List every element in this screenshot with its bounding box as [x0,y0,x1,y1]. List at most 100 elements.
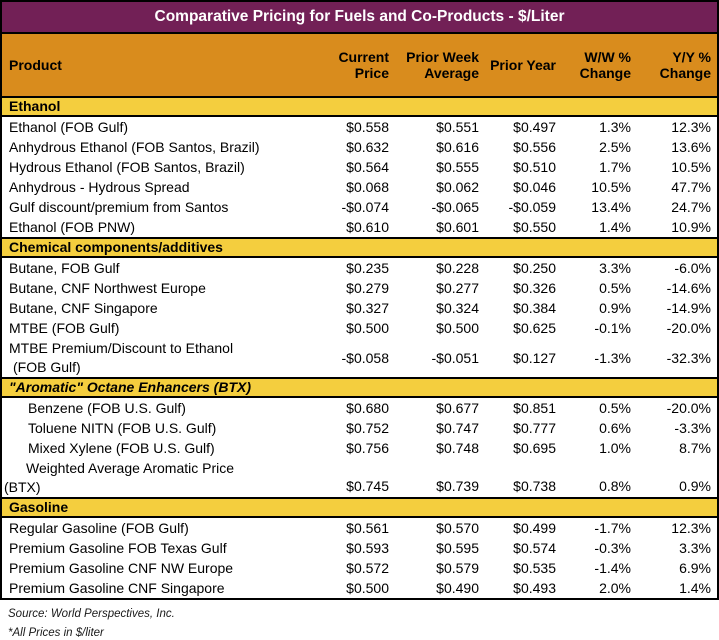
current-price-cell: $0.558 [346,119,389,135]
current-price-cell: $0.752 [346,420,389,436]
prior-week-average-cell: $0.551 [436,119,479,135]
yy-change-cell: -14.6% [666,280,711,296]
product-cell: Premium Gasoline FOB Texas Gulf [9,540,227,556]
current-price-cell: $0.279 [346,280,389,296]
prior-year-cell: $0.695 [513,440,556,456]
prior-week-average-cell: $0.555 [436,159,479,175]
ww-change-cell: 2.0% [599,580,631,596]
prior-year-cell: $0.777 [513,420,556,436]
current-price-cell: -$0.074 [341,199,389,215]
table-row: Benzene (FOB U.S. Gulf) $0.680 $0.677 $0.85… [2,398,717,418]
yy-change-cell: 3.3% [679,540,711,556]
prior-week-average-cell: $0.748 [436,440,479,456]
yy-change-cell: 6.9% [679,560,711,576]
yy-change-cell: -32.3% [666,349,711,366]
table-row: Premium Gasoline FOB Texas Gulf $0.593 $0.… [2,538,717,558]
prior-week-average-cell: $0.579 [436,560,479,576]
yy-change-cell: -20.0% [666,320,711,336]
table-row: Premium Gasoline CNF NW Europe $0.572 $0.5… [2,558,717,578]
current-price-cell: $0.500 [346,580,389,596]
current-price-cell: -$0.058 [341,349,389,366]
prior-week-average-cell: $0.677 [436,400,479,416]
ww-change-cell: -0.3% [594,540,631,556]
table-row: Anhydrous - Hydrous Spread $0.068 $0.062 $0… [2,177,717,197]
prior-week-average-cell: $0.739 [436,478,479,494]
table-row: Ethanol (FOB PNW) $0.610 $0.601 $0.550 1.4% 1… [2,217,717,237]
product-cell: Premium Gasoline CNF Singapore [9,580,225,596]
table-row: Anhydrous Ethanol (FOB Santos, Brazil) $0… [2,137,717,157]
ww-change-cell: 0.8% [599,478,631,494]
product-cell: Butane, CNF Singapore [9,300,158,316]
product-label-line2: (BTX) [4,478,41,495]
prior-year-cell: $0.550 [513,219,556,235]
yy-change-cell: 24.7% [671,199,711,215]
prior-year-cell: -$0.059 [508,199,556,215]
prior-week-average-cell: -$0.051 [431,349,479,366]
table-row: Butane, CNF Singapore $0.327 $0.324 $0.384 0… [2,298,717,318]
prior-year-cell: $0.625 [513,320,556,336]
column-header-row: Product Current Price Prior Week Average… [2,34,717,96]
column-header-prior-week-average: Prior Week Average [406,48,479,81]
yy-change-cell: 10.5% [671,159,711,175]
section-header-ethanol: Ethanol [2,96,717,117]
ww-change-cell: -1.7% [594,520,631,536]
prior-week-average-cell: $0.500 [436,320,479,336]
yy-change-cell: 12.3% [671,520,711,536]
prior-year-cell: $0.556 [513,139,556,155]
product-cell: Ethanol (FOB PNW) [9,219,136,235]
current-price-cell: $0.068 [346,179,389,195]
ww-change-cell: 1.7% [599,159,631,175]
product-label-line1: MTBE Premium/Discount to Ethanol [9,339,234,356]
column-header-ww-change: W/W % Change [579,48,631,81]
current-price-cell: $0.610 [346,219,389,235]
ww-change-cell: 0.5% [599,400,631,416]
product-cell: Regular Gasoline (FOB Gulf) [9,520,189,536]
prior-year-cell: $0.250 [513,260,556,276]
table-row: Regular Gasoline (FOB Gulf) $0.561 $0.570 $… [2,518,717,538]
prior-week-average-cell: $0.490 [436,580,479,596]
prior-year-cell: $0.497 [513,119,556,135]
ww-change-cell: 2.5% [599,139,631,155]
prior-week-average-cell: $0.228 [436,260,479,276]
table-row: MTBE Premium/Discount to Ethanol (FOB Gul… [2,338,717,377]
yy-change-cell: 10.9% [671,219,711,235]
table-row: Butane, CNF Northwest Europe $0.279 $0.277… [2,278,717,298]
prior-week-average-cell: $0.570 [436,520,479,536]
product-cell: MTBE (FOB Gulf) [9,320,120,336]
yy-change-cell: 47.7% [671,179,711,195]
prior-week-average-cell: -$0.065 [431,199,479,215]
ww-change-cell: -0.1% [594,320,631,336]
table-row: Toluene NITN (FOB U.S. Gulf) $0.752 $0.747… [2,418,717,438]
prior-week-average-cell: $0.747 [436,420,479,436]
ww-change-cell: 3.3% [599,260,631,276]
price-unit-note: *All Prices in $/liter [8,627,104,639]
current-price-cell: $0.632 [346,139,389,155]
product-cell: Premium Gasoline CNF NW Europe [9,560,234,576]
ww-change-cell: 13.4% [591,199,631,215]
yy-change-cell: -14.9% [666,300,711,316]
ww-change-cell: -1.4% [594,560,631,576]
table-row: Gulf discount/premium from Santos -$0.074… [2,197,717,217]
current-price-cell: $0.561 [346,520,389,536]
yy-change-cell: -3.3% [674,420,711,436]
yy-change-cell: 12.3% [671,119,711,135]
current-price-cell: $0.327 [346,300,389,316]
table-footer: Source: World Perspectives, Inc. *All Pr… [0,600,719,640]
source-note: Source: World Perspectives, Inc. [8,608,175,620]
current-price-cell: $0.593 [346,540,389,556]
product-cell: Anhydrous Ethanol (FOB Santos, Brazil) [9,139,260,155]
ww-change-cell: 0.5% [599,280,631,296]
ww-change-cell: 10.5% [591,179,631,195]
prior-week-average-cell: $0.601 [436,219,479,235]
ww-change-cell: 0.9% [599,300,631,316]
yy-change-cell: 8.7% [679,440,711,456]
prior-week-average-cell: $0.324 [436,300,479,316]
prior-year-cell: $0.574 [513,540,556,556]
yy-change-cell: -6.0% [674,260,711,276]
column-header-product: Product [9,56,62,73]
prior-year-cell: $0.510 [513,159,556,175]
prior-year-cell: $0.046 [513,179,556,195]
prior-year-cell: $0.127 [513,349,556,366]
product-label-line2: (FOB Gulf) [13,358,81,375]
